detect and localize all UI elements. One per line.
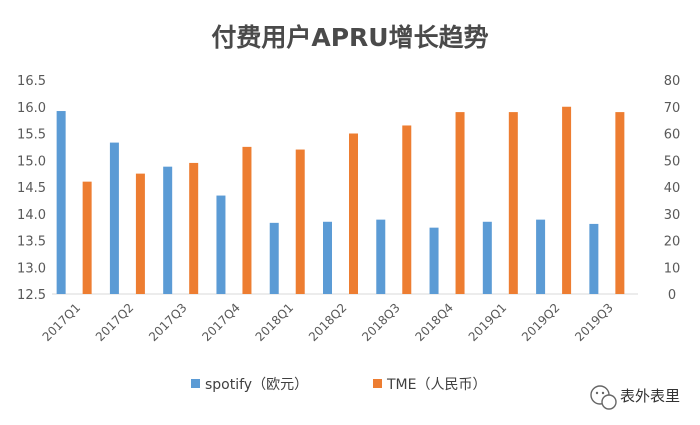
bar-tme [455, 112, 465, 294]
y-left-tick-label: 13.5 [17, 235, 46, 250]
bars [56, 106, 625, 294]
bar-tme [82, 181, 92, 294]
y-right-tick-label: 40 [664, 181, 681, 196]
bar-spotify [589, 223, 599, 294]
y-right-tick-label: 60 [664, 128, 681, 143]
bar-spotify [56, 111, 66, 294]
y-left-tick-label: 14.5 [17, 181, 46, 196]
legend-item-spotify: spotify（欧元） [191, 377, 308, 393]
x-tick-label: 2017Q1 [40, 301, 84, 345]
bar-spotify [269, 222, 279, 294]
watermark-text: 表外表里 [620, 387, 680, 405]
x-tick-label: 2018Q1 [253, 301, 297, 345]
bar-spotify [429, 227, 439, 294]
y-left-tick-label: 15.5 [17, 128, 46, 143]
x-tick-label: 2018Q2 [306, 301, 350, 345]
y-left-tick-label: 15.0 [17, 154, 46, 169]
bar-spotify [216, 195, 226, 294]
y-right-tick-label: 50 [664, 154, 681, 169]
y-left-tick-label: 12.5 [17, 288, 46, 303]
bar-spotify [163, 166, 173, 294]
bar-tme [295, 149, 305, 294]
x-tick-label: 2019Q1 [466, 301, 510, 345]
legend-swatch-tme [373, 379, 382, 388]
bar-tme [562, 106, 572, 294]
x-tick-label: 2018Q4 [412, 301, 456, 345]
bar-tme [242, 146, 252, 294]
x-tick-label: 2017Q3 [146, 301, 190, 345]
y-left-tick-label: 13.0 [17, 261, 46, 276]
y-right-tick-label: 70 [664, 101, 681, 116]
x-tick-label: 2017Q2 [93, 301, 137, 345]
legend-label-spotify: spotify（欧元） [205, 377, 308, 393]
chart-title: 付费用户APRU增长趋势 [211, 23, 488, 52]
legend-item-tme: TME（人民币） [373, 377, 486, 393]
bar-tme [135, 173, 145, 294]
x-tick-label: 2018Q3 [359, 301, 403, 345]
bar-tme [402, 125, 412, 294]
x-tick-label: 2017Q4 [199, 301, 243, 345]
y-left-tick-label: 16.5 [17, 74, 46, 89]
y-left-tick-label: 14.0 [17, 208, 46, 223]
legend: spotify（欧元） TME（人民币） [191, 377, 486, 393]
y-right-tick-label: 20 [664, 235, 681, 250]
bar-tme [508, 112, 518, 294]
x-tick-label: 2019Q2 [519, 301, 563, 345]
y-right-tick-label: 30 [664, 208, 681, 223]
axes: 12.5 13.0 13.5 14.0 14.5 15.0 15.5 16.0 16.5 0 10 2… [17, 74, 680, 303]
bar-spotify [109, 142, 119, 294]
bar-tme [349, 133, 358, 294]
wechat-icon [590, 385, 617, 410]
y-right-tick-label: 80 [664, 74, 681, 89]
y-right-tick-label: 10 [664, 261, 681, 276]
x-tick-label: 2019Q3 [572, 301, 616, 345]
bar-spotify [536, 219, 546, 294]
bar-spotify [482, 221, 492, 294]
bar-spotify [323, 221, 332, 294]
y-right-tick-label: 0 [668, 288, 676, 303]
y-left-tick-label: 16.0 [17, 101, 46, 116]
bar-spotify [376, 219, 386, 294]
x-tick-labels: 2017Q1 2017Q2 2017Q3 2017Q4 2018Q1 2018Q2 2018… [40, 301, 616, 345]
legend-swatch-spotify [191, 379, 200, 388]
bar-tme [189, 162, 199, 294]
watermark: 表外表里 [590, 385, 680, 410]
bar-tme [615, 112, 625, 294]
legend-label-tme: TME（人民币） [386, 377, 486, 393]
